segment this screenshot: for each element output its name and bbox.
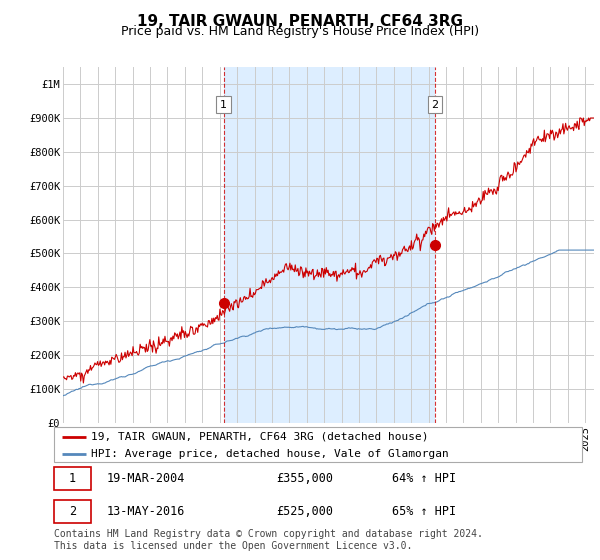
Bar [224, 67, 435, 423]
Text: 2: 2 [69, 506, 76, 519]
Text: 1: 1 [69, 472, 76, 484]
Bar [54, 466, 91, 489]
Text: 1: 1 [220, 100, 227, 110]
Text: Contains HM Land Registry data © Crown copyright and database right 2024.
This d: Contains HM Land Registry data © Crown c… [54, 529, 483, 551]
Bar [54, 501, 91, 524]
Text: Price paid vs. HM Land Registry's House Price Index (HPI): Price paid vs. HM Land Registry's House … [121, 25, 479, 38]
Text: 19, TAIR GWAUN, PENARTH, CF64 3RG (detached house): 19, TAIR GWAUN, PENARTH, CF64 3RG (detac… [91, 432, 428, 442]
Text: 64% ↑ HPI: 64% ↑ HPI [392, 472, 456, 484]
Text: 65% ↑ HPI: 65% ↑ HPI [392, 506, 456, 519]
Text: £525,000: £525,000 [276, 506, 333, 519]
Text: £355,000: £355,000 [276, 472, 333, 484]
Text: 2: 2 [431, 100, 439, 110]
Text: HPI: Average price, detached house, Vale of Glamorgan: HPI: Average price, detached house, Vale… [91, 449, 449, 459]
Text: 19, TAIR GWAUN, PENARTH, CF64 3RG: 19, TAIR GWAUN, PENARTH, CF64 3RG [137, 14, 463, 29]
Text: 19-MAR-2004: 19-MAR-2004 [107, 472, 185, 484]
Text: 13-MAY-2016: 13-MAY-2016 [107, 506, 185, 519]
